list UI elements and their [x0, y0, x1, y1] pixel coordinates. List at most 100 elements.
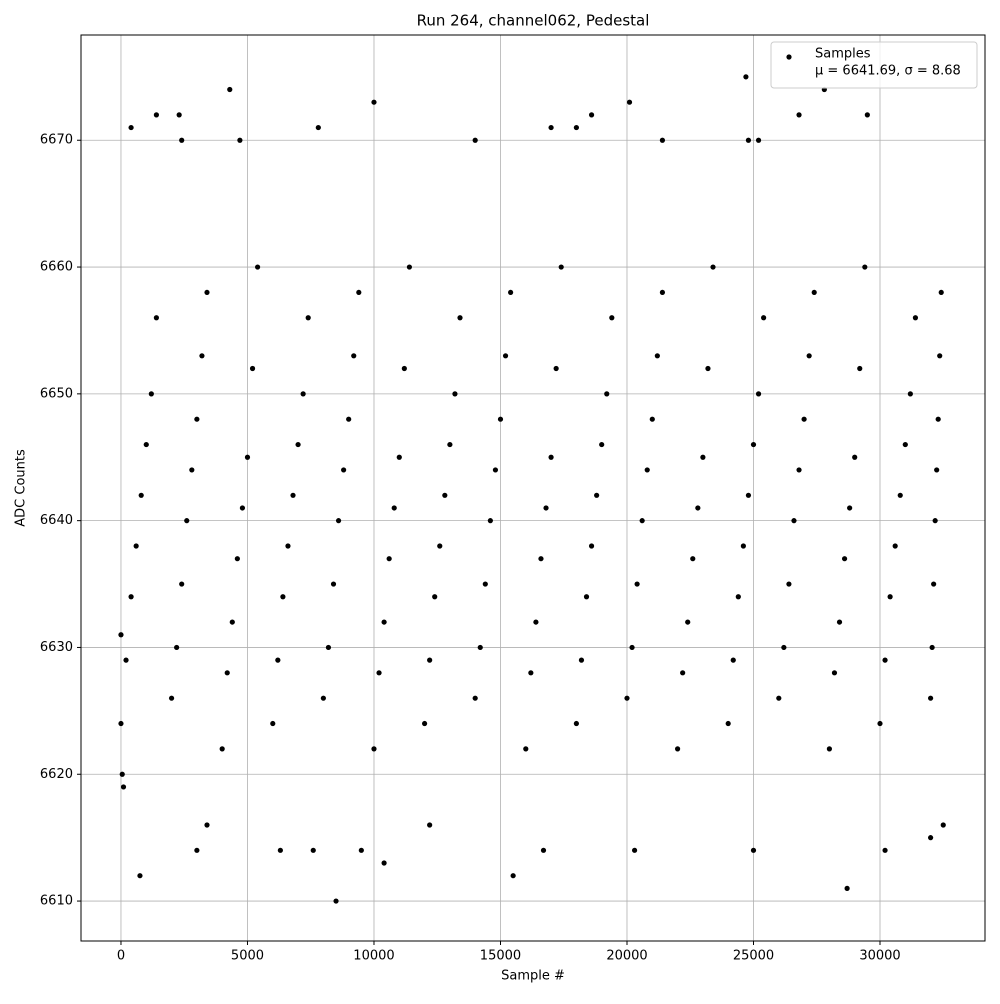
point [841, 556, 848, 562]
point [588, 543, 595, 549]
point [194, 416, 200, 422]
point [929, 644, 935, 651]
point [730, 657, 736, 663]
point [594, 492, 600, 498]
point [432, 594, 438, 600]
point [540, 847, 547, 853]
point [847, 505, 853, 511]
point [553, 365, 559, 372]
point [938, 289, 944, 296]
point [391, 505, 397, 511]
point [497, 416, 504, 422]
point [629, 644, 635, 651]
point [781, 644, 787, 651]
point [310, 847, 316, 853]
x-tick-label: 10000 [353, 949, 394, 964]
point [695, 505, 701, 511]
point [558, 264, 564, 270]
legend-box [770, 41, 978, 89]
point [573, 124, 579, 131]
point [153, 315, 159, 321]
point [371, 746, 377, 752]
point [776, 695, 782, 701]
point [120, 784, 127, 790]
point [654, 353, 660, 359]
point [341, 467, 347, 473]
point [333, 898, 339, 904]
point [204, 289, 210, 296]
point [442, 492, 448, 498]
point [710, 264, 716, 270]
point [452, 391, 458, 397]
point [194, 847, 200, 853]
point [427, 822, 433, 828]
point [224, 670, 230, 676]
point [295, 441, 301, 448]
point [528, 670, 534, 676]
point [700, 454, 706, 460]
legend-marker [786, 54, 792, 60]
point [492, 467, 499, 473]
point [472, 137, 478, 143]
legend-stats: μ = 6641.69, σ = 8.68 [815, 64, 961, 79]
point [852, 454, 858, 460]
point [300, 391, 306, 397]
point [931, 581, 937, 587]
point [128, 124, 134, 131]
point [543, 505, 549, 511]
point [750, 441, 757, 448]
point [285, 543, 291, 549]
point [626, 99, 633, 105]
point [523, 746, 529, 752]
point [907, 391, 913, 397]
point [940, 822, 946, 828]
x-tick-label: 25000 [733, 949, 774, 964]
point [148, 391, 154, 397]
point [421, 720, 428, 727]
point [280, 594, 286, 600]
point [510, 873, 516, 879]
point [796, 112, 802, 118]
point [864, 112, 870, 118]
point [743, 74, 749, 80]
point [796, 467, 802, 473]
point [599, 441, 605, 448]
point [229, 619, 235, 625]
y-tick-label: 6650 [40, 386, 73, 401]
point [533, 619, 539, 625]
point [227, 86, 233, 93]
point [935, 416, 941, 422]
point [153, 112, 159, 118]
point [583, 594, 590, 600]
point [335, 518, 342, 524]
point [381, 860, 387, 866]
point [234, 556, 240, 562]
point [290, 492, 296, 498]
point [189, 467, 195, 473]
x-tick-label: 30000 [859, 949, 900, 964]
point [877, 720, 883, 727]
point [138, 492, 144, 498]
point [123, 657, 129, 663]
y-tick-label: 6630 [40, 640, 73, 655]
point [351, 353, 357, 359]
point [176, 112, 182, 118]
point [137, 873, 143, 879]
x-tick-label: 20000 [606, 949, 647, 964]
point [882, 657, 888, 663]
point [508, 289, 514, 296]
point [659, 289, 666, 296]
plot-frame [80, 34, 986, 942]
chart-title: Run 264, channel062, Pedestal [417, 12, 650, 30]
point [740, 543, 746, 549]
point [548, 454, 554, 460]
point [745, 137, 752, 143]
point [826, 746, 832, 752]
point [239, 505, 246, 511]
point [330, 581, 337, 587]
point [745, 492, 752, 498]
point [639, 518, 645, 524]
point [831, 670, 838, 676]
